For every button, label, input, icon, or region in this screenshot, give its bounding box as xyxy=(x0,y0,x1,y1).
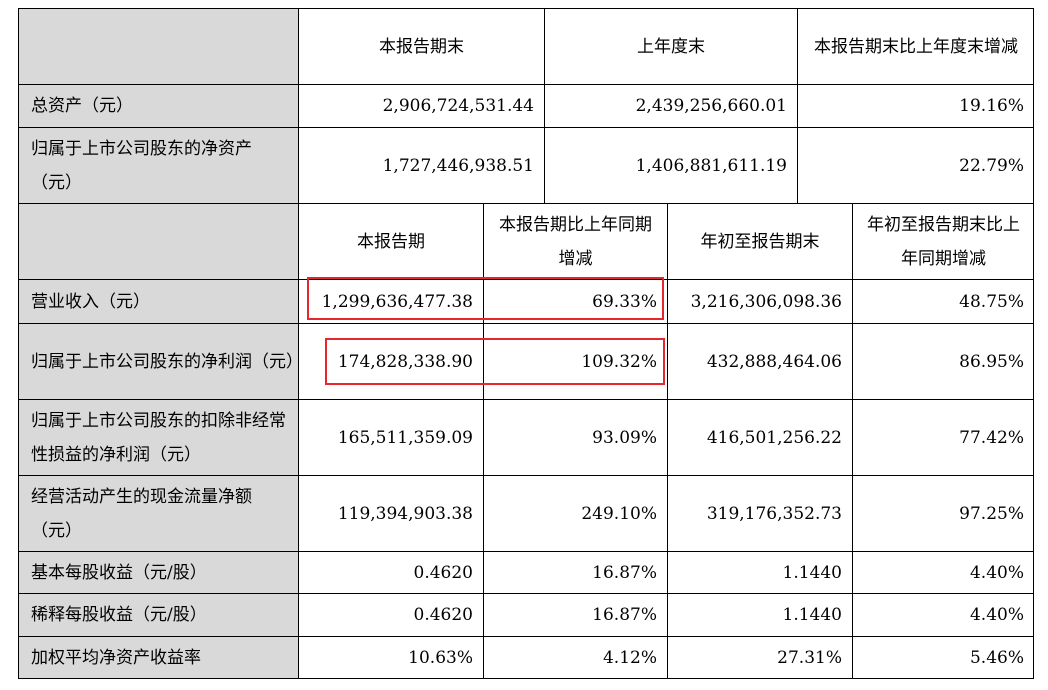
cell-net-profit-excl-current-yoy: 93.09% xyxy=(483,399,667,475)
cell-net-profit-ytd-yoy: 86.95% xyxy=(852,323,1034,399)
cell-net-assets-period-end: 1,727,446,938.51 xyxy=(298,127,544,203)
cell-net-assets-change: 22.79% xyxy=(797,127,1034,203)
corner-header-2 xyxy=(18,203,298,279)
cell-total-assets-prior-year-end: 2,439,256,660.01 xyxy=(544,84,797,127)
cell-net-profit-ytd: 432,888,464.06 xyxy=(667,323,852,399)
cell-net-profit-current-yoy: 109.32% xyxy=(483,323,667,399)
header-current-period-yoy: 本报告期比上年同期增减 xyxy=(483,203,667,279)
cell-net-profit-excl-ytd: 416,501,256.22 xyxy=(667,399,852,475)
row-label-weighted-roe: 加权平均净资产收益率 xyxy=(18,636,298,679)
row-label-basic-eps: 基本每股收益（元/股） xyxy=(18,551,298,593)
header-prior-year-end: 上年度末 xyxy=(544,8,797,84)
cell-cash-flow-current: 119,394,903.38 xyxy=(298,475,483,551)
cell-roe-ytd: 27.31% xyxy=(667,636,852,679)
cell-basic-eps-ytd: 1.1440 xyxy=(667,551,852,593)
cell-cash-flow-current-yoy: 249.10% xyxy=(483,475,667,551)
corner-header-1 xyxy=(18,8,298,84)
header-current-period: 本报告期 xyxy=(298,203,483,279)
cell-diluted-eps-ytd: 1.1440 xyxy=(667,593,852,636)
cell-revenue-ytd: 3,216,306,098.36 xyxy=(667,279,852,323)
financial-data-table: 本报告期末 上年度末 本报告期末比上年度末增减 总资产（元） 2,906,724… xyxy=(18,8,1034,679)
cell-net-profit-current: 174,828,338.90 xyxy=(298,323,483,399)
cell-cash-flow-ytd: 319,176,352.73 xyxy=(667,475,852,551)
cell-basic-eps-current-yoy: 16.87% xyxy=(483,551,667,593)
row-label-total-assets: 总资产（元） xyxy=(18,84,298,127)
table-bottom-border xyxy=(18,678,1034,679)
cell-net-profit-excl-current: 165,511,359.09 xyxy=(298,399,483,475)
table-right-border xyxy=(1033,8,1034,679)
row-label-revenue: 营业收入（元） xyxy=(18,279,298,323)
cell-total-assets-change: 19.16% xyxy=(797,84,1034,127)
cell-roe-ytd-yoy: 5.46% xyxy=(852,636,1034,679)
header-year-to-date: 年初至报告期末 xyxy=(667,203,852,279)
cell-basic-eps-current: 0.4620 xyxy=(298,551,483,593)
cell-revenue-current-yoy: 69.33% xyxy=(483,279,667,323)
highlight-box-revenue xyxy=(307,277,664,320)
cell-basic-eps-ytd-yoy: 4.40% xyxy=(852,551,1034,593)
header-period-end: 本报告期末 xyxy=(298,8,544,84)
cell-diluted-eps-current: 0.4620 xyxy=(298,593,483,636)
cell-net-profit-excl-ytd-yoy: 77.42% xyxy=(852,399,1034,475)
row-label-diluted-eps: 稀释每股收益（元/股） xyxy=(18,593,298,636)
cell-revenue-ytd-yoy: 48.75% xyxy=(852,279,1034,323)
row-label-net-profit: 归属于上市公司股东的净利润（元） xyxy=(18,323,303,399)
row-label-operating-cash-flow: 经营活动产生的现金流量净额（元） xyxy=(18,475,298,551)
cell-revenue-current: 1,299,636,477.38 xyxy=(298,279,483,323)
header-change-vs-prior-year-end: 本报告期末比上年度末增减 xyxy=(797,8,1034,84)
cell-diluted-eps-ytd-yoy: 4.40% xyxy=(852,593,1034,636)
cell-net-assets-prior-year-end: 1,406,881,611.19 xyxy=(544,127,797,203)
cell-roe-current-yoy: 4.12% xyxy=(483,636,667,679)
cell-total-assets-period-end: 2,906,724,531.44 xyxy=(298,84,544,127)
cell-cash-flow-ytd-yoy: 97.25% xyxy=(852,475,1034,551)
cell-diluted-eps-current-yoy: 16.87% xyxy=(483,593,667,636)
row-label-net-assets: 归属于上市公司股东的净资产（元） xyxy=(18,127,298,203)
header-year-to-date-yoy: 年初至报告期末比上年同期增减 xyxy=(852,203,1034,279)
row-label-net-profit-excl-nonrecurring: 归属于上市公司股东的扣除非经常性损益的净利润（元） xyxy=(18,399,298,475)
highlight-box-net-profit xyxy=(325,338,665,385)
cell-roe-current: 10.63% xyxy=(298,636,483,679)
